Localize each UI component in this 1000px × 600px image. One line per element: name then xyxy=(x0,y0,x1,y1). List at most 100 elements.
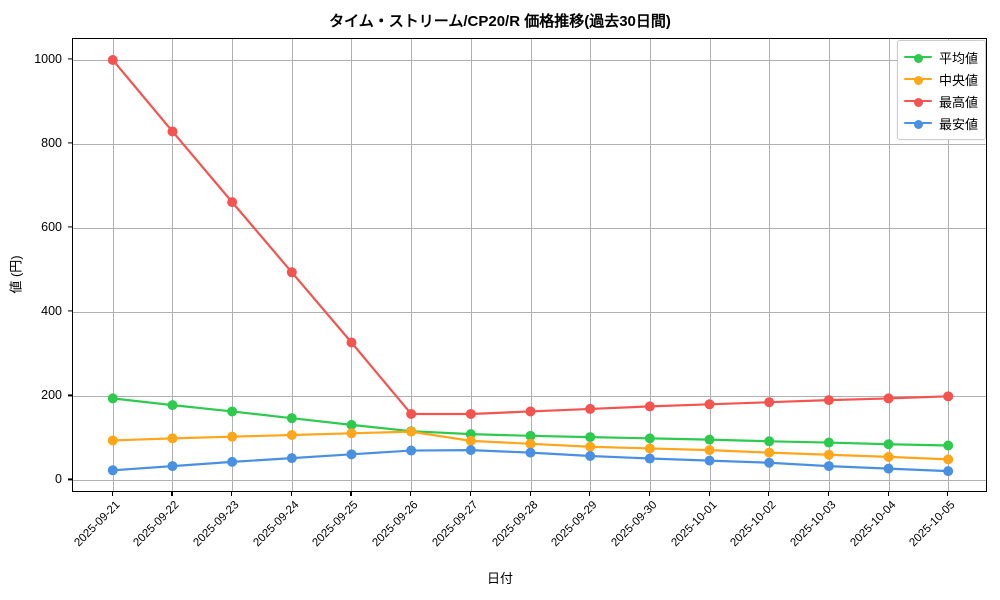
data-point xyxy=(943,466,954,477)
data-point xyxy=(943,391,954,402)
legend-item-2[interactable]: 中央値 xyxy=(903,68,978,90)
x-tick-label: 2025-09-21 xyxy=(72,499,123,550)
y-tick-label: 1000 xyxy=(34,52,62,67)
x-tick-label: 2025-09-30 xyxy=(609,499,660,550)
gridline-vertical xyxy=(769,39,771,491)
y-tick-label: 800 xyxy=(41,136,62,151)
x-tick-mark xyxy=(529,492,531,496)
x-tick-mark xyxy=(887,492,889,496)
data-point xyxy=(107,435,118,446)
data-point xyxy=(883,393,894,404)
data-point xyxy=(465,435,476,446)
data-point xyxy=(585,451,596,462)
x-tick-label: 2025-09-23 xyxy=(191,499,242,550)
x-tick-label: 2025-09-27 xyxy=(430,499,481,550)
data-point xyxy=(465,445,476,456)
data-point xyxy=(525,447,536,458)
data-point xyxy=(585,403,596,414)
data-point xyxy=(585,432,596,443)
x-tick-mark xyxy=(111,492,113,496)
x-tick-mark xyxy=(171,492,173,496)
data-point xyxy=(764,447,775,458)
legend-label: 最高値 xyxy=(938,94,978,110)
gridline-vertical xyxy=(530,39,532,491)
x-tick-label: 2025-09-25 xyxy=(310,499,361,550)
data-point xyxy=(883,463,894,474)
x-tick-mark xyxy=(231,492,233,496)
x-tick-label: 2025-10-03 xyxy=(788,499,839,550)
legend-label: 平均値 xyxy=(938,50,978,66)
data-point xyxy=(406,408,417,419)
data-point xyxy=(167,461,178,472)
gridline-vertical xyxy=(351,39,353,491)
series-4 xyxy=(107,445,954,477)
data-point xyxy=(406,445,417,456)
y-tick-mark xyxy=(68,142,72,144)
gridline-horizontal xyxy=(73,144,986,146)
x-tick-mark xyxy=(469,492,472,496)
data-point xyxy=(644,453,655,464)
gridline-horizontal xyxy=(73,228,986,230)
data-point xyxy=(704,399,715,410)
legend-marker-icon xyxy=(903,50,932,64)
data-point xyxy=(883,451,894,462)
legend-item-1[interactable]: 平均値 xyxy=(903,46,978,68)
data-point xyxy=(943,440,954,451)
x-tick-mark xyxy=(648,492,651,496)
data-point xyxy=(823,449,834,460)
data-point xyxy=(286,267,297,278)
gridline-vertical xyxy=(828,39,830,491)
x-tick-label: 2025-09-28 xyxy=(489,499,540,550)
x-tick-label: 2025-10-02 xyxy=(728,499,779,550)
series-layer xyxy=(107,55,954,477)
data-point xyxy=(823,395,834,406)
data-point xyxy=(704,434,715,445)
gridline-vertical xyxy=(649,39,651,491)
data-point xyxy=(644,401,655,412)
gridline-horizontal xyxy=(73,60,986,62)
data-point xyxy=(167,400,178,411)
data-point xyxy=(107,393,118,404)
data-point xyxy=(943,454,954,465)
x-tick-label: 2025-09-22 xyxy=(131,499,182,550)
data-point xyxy=(346,337,357,348)
data-point xyxy=(346,419,357,430)
legend-marker-icon xyxy=(903,116,932,130)
y-tick-mark xyxy=(68,310,72,312)
gridline-vertical xyxy=(291,39,293,491)
data-point xyxy=(107,465,118,476)
gridline-vertical xyxy=(112,39,114,491)
x-tick-mark xyxy=(768,492,770,496)
gridline-horizontal xyxy=(73,396,986,398)
data-point xyxy=(346,449,357,460)
x-axis-label: 日付 xyxy=(486,571,513,586)
data-point xyxy=(823,461,834,472)
y-tick-label: 600 xyxy=(41,220,62,235)
gridline-vertical xyxy=(232,39,234,491)
y-tick-label: 200 xyxy=(41,388,62,403)
series-3 xyxy=(107,55,954,419)
data-point xyxy=(227,197,238,208)
x-tick-mark xyxy=(708,492,710,496)
data-point xyxy=(167,433,178,444)
x-tick-label: 2025-09-26 xyxy=(370,499,421,550)
data-point xyxy=(764,457,775,468)
y-axis-ticks: 0 200 400 600 800 1000 xyxy=(0,38,1000,492)
legend-item-4[interactable]: 最安値 xyxy=(903,112,978,134)
x-tick-label: 2025-10-04 xyxy=(847,499,899,550)
data-point xyxy=(525,406,536,417)
data-point xyxy=(525,438,536,449)
legend-marker-icon xyxy=(903,94,932,108)
data-point xyxy=(585,441,596,452)
gridline-vertical xyxy=(590,39,592,491)
gridline-vertical xyxy=(948,39,950,491)
y-tick-label: 0 xyxy=(55,472,62,487)
x-tick-label: 2025-10-05 xyxy=(907,499,958,550)
series-2 xyxy=(107,426,954,465)
y-tick-mark xyxy=(68,226,72,228)
x-tick-mark xyxy=(827,492,830,496)
plot-area xyxy=(72,38,987,492)
data-point xyxy=(704,445,715,456)
legend-item-3[interactable]: 最高値 xyxy=(903,90,978,112)
gridline-vertical xyxy=(411,39,413,491)
